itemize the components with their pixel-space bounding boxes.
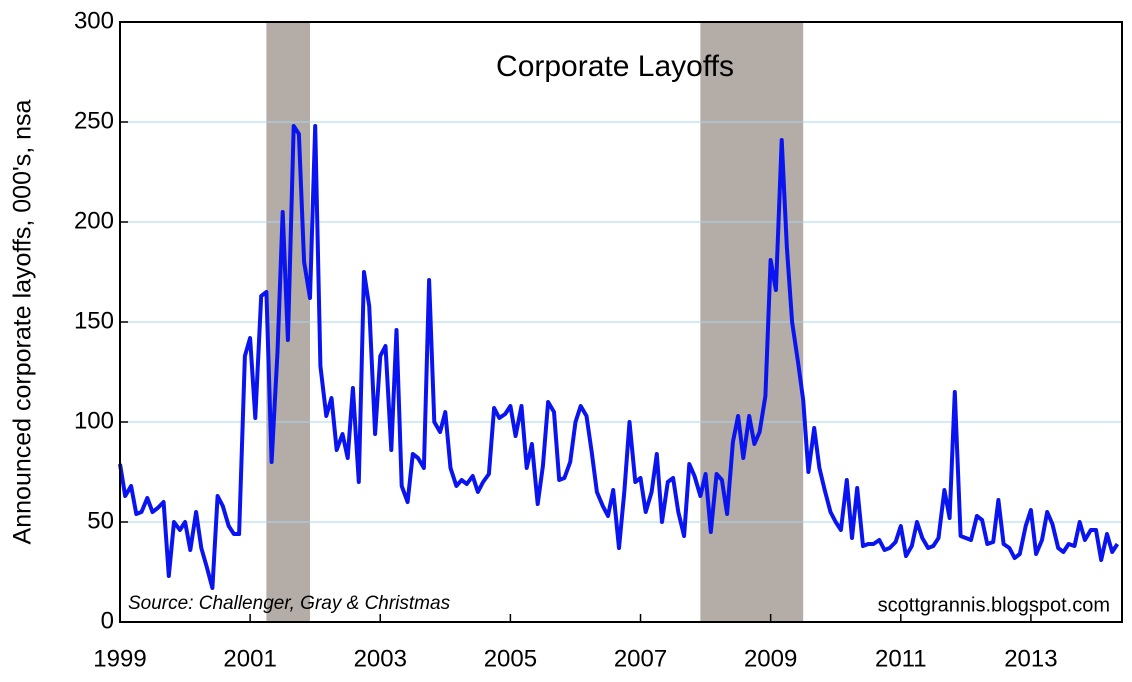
y-axis-label: Announced corporate layoffs, 000's, nsa bbox=[9, 99, 37, 544]
x-tick-label: 2011 bbox=[875, 645, 927, 672]
x-tick-label: 2013 bbox=[1004, 645, 1057, 672]
x-tick-label: 2007 bbox=[614, 645, 667, 672]
x-tick-label: 2003 bbox=[354, 645, 407, 672]
plot-frame bbox=[119, 21, 1123, 623]
source-note: Source: Challenger, Gray & Christmas bbox=[128, 593, 451, 614]
y-tick-label: 100 bbox=[74, 407, 114, 434]
y-tick-label: 200 bbox=[74, 207, 114, 234]
chart-title: Corporate Layoffs bbox=[496, 50, 734, 83]
data-line bbox=[118, 124, 1120, 590]
credit-note: scottgrannis.blogspot.com bbox=[878, 594, 1110, 616]
y-tick-label: 150 bbox=[74, 307, 114, 334]
y-tick-label: 0 bbox=[101, 607, 114, 634]
x-tick-label: 2005 bbox=[484, 645, 537, 672]
x-tick-label: 1999 bbox=[93, 645, 146, 672]
y-tick-label: 50 bbox=[87, 507, 114, 534]
y-tick-label: 300 bbox=[74, 7, 114, 34]
x-tick-label: 2001 bbox=[223, 645, 276, 672]
y-tick-label: 250 bbox=[74, 107, 114, 134]
x-tick-label: 2009 bbox=[744, 645, 797, 672]
